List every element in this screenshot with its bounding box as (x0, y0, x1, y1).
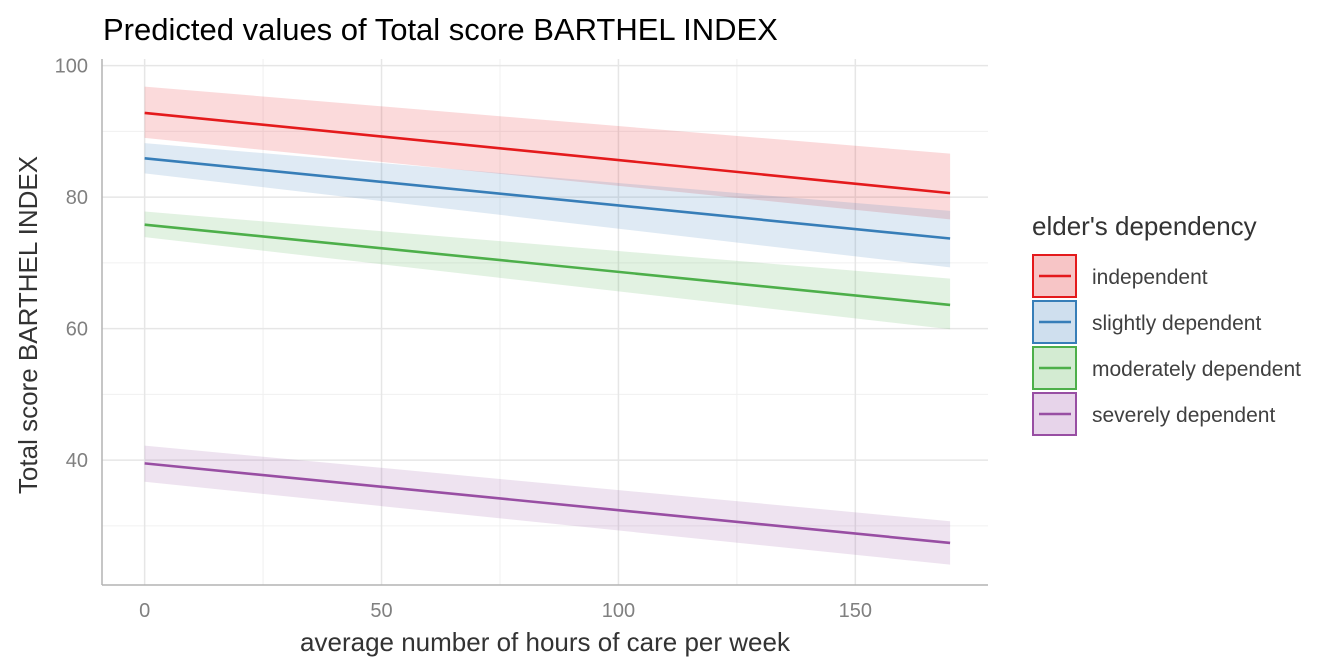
legend-label-slightly-dependent: slightly dependent (1092, 312, 1261, 335)
line-severely-dependent (144, 462, 951, 545)
axes (101, 59, 988, 586)
x-tick-label: 150 (839, 600, 872, 622)
y-axis-label: Total score BARTHEL INDEX (13, 156, 43, 494)
ribbon-moderately-dependent (144, 211, 951, 330)
y-tick-label: 60 (66, 319, 88, 341)
x-axis-label: average number of hours of care per week (300, 627, 791, 657)
legend-label-independent: independent (1092, 266, 1208, 289)
legend-label-severely-dependent: severely dependent (1092, 404, 1275, 427)
line-moderately-dependent (144, 223, 951, 307)
y-tick-label: 40 (66, 450, 88, 472)
ribbon-severely-dependent (144, 445, 951, 565)
series-lines (144, 111, 951, 545)
x-tick-label: 0 (139, 600, 150, 622)
legend: elder's dependency independent slightly d… (1032, 211, 1301, 436)
line-slightly-dependent (144, 156, 951, 240)
y-tick-label: 80 (66, 187, 88, 209)
ribbon-slightly-dependent (144, 143, 951, 268)
tick-labels: 0 50 100 150 40 60 80 100 (55, 56, 872, 622)
legend-title: elder's dependency (1032, 211, 1257, 241)
x-tick-label: 100 (602, 600, 635, 622)
chart-title: Predicted values of Total score BARTHEL … (103, 12, 778, 47)
confidence-ribbons (144, 86, 951, 565)
x-tick-label: 50 (370, 600, 392, 622)
y-tick-label: 100 (55, 56, 88, 78)
line-independent (144, 111, 951, 195)
legend-label-moderately-dependent: moderately dependent (1092, 358, 1301, 381)
